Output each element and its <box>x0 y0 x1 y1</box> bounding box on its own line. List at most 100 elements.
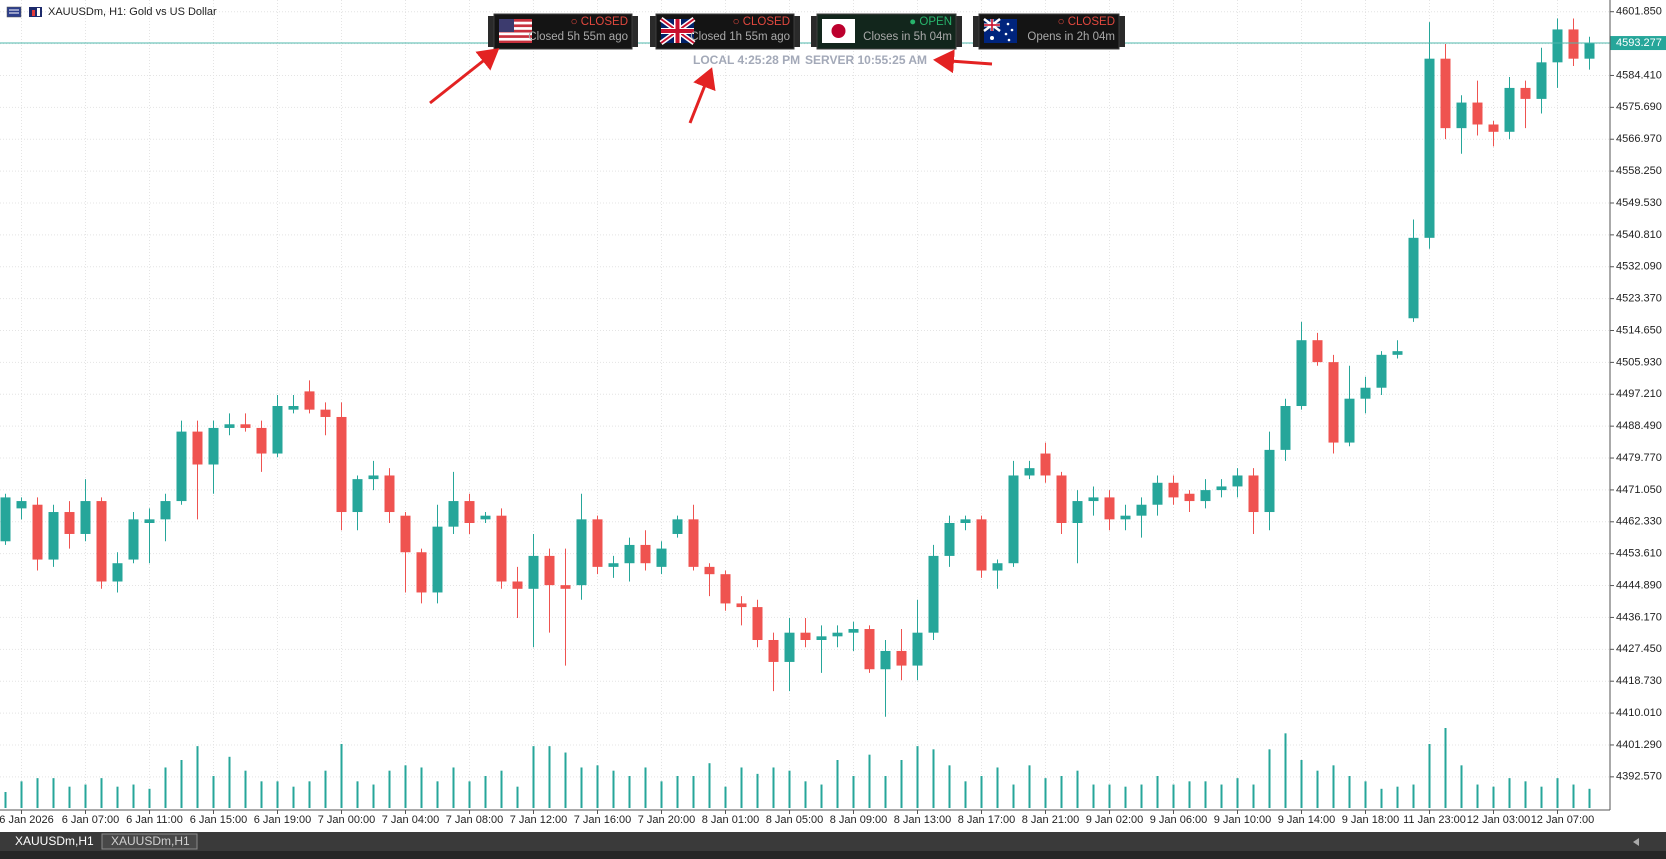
chart-tab[interactable]: XAUUSDm,H1 <box>111 834 190 848</box>
candle-body <box>880 650 891 670</box>
y-tick-label: 4479.770 <box>1616 452 1662 464</box>
session-detail: Opens in 2h 04m <box>1027 31 1115 43</box>
candle-body <box>720 574 731 604</box>
y-tick-label: 4488.490 <box>1616 420 1662 432</box>
candle-body <box>1344 398 1355 443</box>
price-label: 4593.277 <box>1616 37 1662 49</box>
chart-plot: 4601.8504593.1304584.4104575.6904566.970… <box>0 0 1666 826</box>
candle-body <box>144 519 155 523</box>
x-tick-label: 9 Jan 02:00 <box>1086 814 1144 826</box>
arrow <box>429 48 500 105</box>
symbol-icon[interactable] <box>29 7 42 17</box>
status-strip <box>0 851 1666 859</box>
x-tick-label: 12 Jan 07:00 <box>1531 814 1595 826</box>
y-tick-label: 4584.410 <box>1616 69 1662 81</box>
menu-icon[interactable] <box>6 6 22 18</box>
candle-body <box>208 427 219 465</box>
arrow <box>688 67 716 124</box>
candle-body <box>1376 354 1387 388</box>
session-status: ○ CLOSED <box>571 16 628 28</box>
candle-body <box>928 555 939 633</box>
candle-body <box>1216 486 1227 491</box>
candle-body <box>176 431 187 502</box>
candle-body <box>1040 453 1051 476</box>
candle-body <box>160 501 171 520</box>
session-detail: Closed 5h 55m ago <box>528 31 628 43</box>
candle-body <box>224 424 235 428</box>
candle-body <box>544 555 555 586</box>
chart-header: XAUUSDm, H1: Gold vs US Dollar <box>6 6 217 18</box>
candle-body <box>64 512 75 534</box>
chart-tab-box[interactable] <box>101 833 198 850</box>
panel-edge <box>973 16 979 47</box>
candle-body <box>48 512 59 560</box>
x-tick-label: 6 Jan 19:00 <box>254 814 312 826</box>
session-panel: ○ CLOSED Closed 5h 55m ago <box>488 13 638 50</box>
y-tick-label: 4540.810 <box>1616 229 1662 241</box>
y-tick-label: 4558.250 <box>1616 165 1662 177</box>
candle-body <box>1536 62 1547 99</box>
candle-body <box>1328 362 1339 443</box>
candle-body <box>1232 475 1243 487</box>
candle-body <box>1360 387 1371 399</box>
candle-body <box>976 519 987 571</box>
candle-body <box>1024 468 1035 476</box>
candle-body <box>592 519 603 567</box>
candle-body <box>416 552 427 593</box>
candle-body <box>448 501 459 527</box>
x-tick-label: 6 Jan 15:00 <box>190 814 248 826</box>
x-tick-label: 9 Jan 14:00 <box>1278 814 1336 826</box>
candle-body <box>336 416 347 513</box>
candle-body <box>1312 340 1323 363</box>
candle-body <box>1184 493 1195 502</box>
panel-edge <box>650 16 656 47</box>
x-tick-label: 8 Jan 01:00 <box>702 814 760 826</box>
flag-us <box>499 19 532 43</box>
x-tick-label: 9 Jan 10:00 <box>1214 814 1272 826</box>
y-tick-label: 4566.970 <box>1616 133 1662 145</box>
y-tick-label: 4444.890 <box>1616 579 1662 591</box>
x-tick-label: 7 Jan 08:00 <box>446 814 504 826</box>
candle-body <box>16 501 27 509</box>
chart-title: XAUUSDm, H1: Gold vs US Dollar <box>48 6 217 18</box>
x-tick-label: 7 Jan 00:00 <box>318 814 376 826</box>
candle-body <box>736 603 747 608</box>
candle-body <box>464 501 475 523</box>
candle-body <box>560 585 571 589</box>
x-tick-label: 9 Jan 06:00 <box>1150 814 1208 826</box>
arrow <box>933 49 993 74</box>
candle-body <box>688 519 699 567</box>
symbol-icon-bar <box>37 8 40 16</box>
session-status: ● OPEN <box>909 16 952 28</box>
candle-body <box>704 566 715 575</box>
candle-body <box>272 406 283 454</box>
candle-body <box>80 501 91 534</box>
candle-body <box>864 629 875 670</box>
candle-body <box>784 632 795 662</box>
y-tick-label: 4392.570 <box>1616 771 1662 783</box>
y-tick-label: 4471.050 <box>1616 484 1662 496</box>
candle-body <box>368 475 379 480</box>
candle-body <box>96 501 107 582</box>
candle-body <box>528 555 539 589</box>
candle-body <box>1152 482 1163 505</box>
panel-edge <box>1119 16 1125 47</box>
session-panel: ○ CLOSED Opens in 2h 04m <box>973 13 1125 50</box>
candle-body <box>960 519 971 523</box>
candle-body <box>1168 482 1179 498</box>
y-tick-label: 4462.330 <box>1616 516 1662 528</box>
x-tick-label: 7 Jan 12:00 <box>510 814 568 826</box>
candle-body <box>1056 475 1067 523</box>
symbol-icon-bar <box>32 10 35 16</box>
y-tick-label: 4523.370 <box>1616 293 1662 305</box>
candle-body <box>848 629 859 633</box>
scroll-arrow[interactable] <box>1633 838 1639 846</box>
flag-uk <box>659 16 696 46</box>
chart-tab[interactable]: XAUUSDm,H1 <box>15 834 94 848</box>
y-tick-label: 4601.850 <box>1616 6 1662 18</box>
candle-body <box>1296 340 1307 407</box>
x-tick-label: 8 Jan 17:00 <box>958 814 1016 826</box>
session-status: ○ CLOSED <box>1058 16 1115 28</box>
